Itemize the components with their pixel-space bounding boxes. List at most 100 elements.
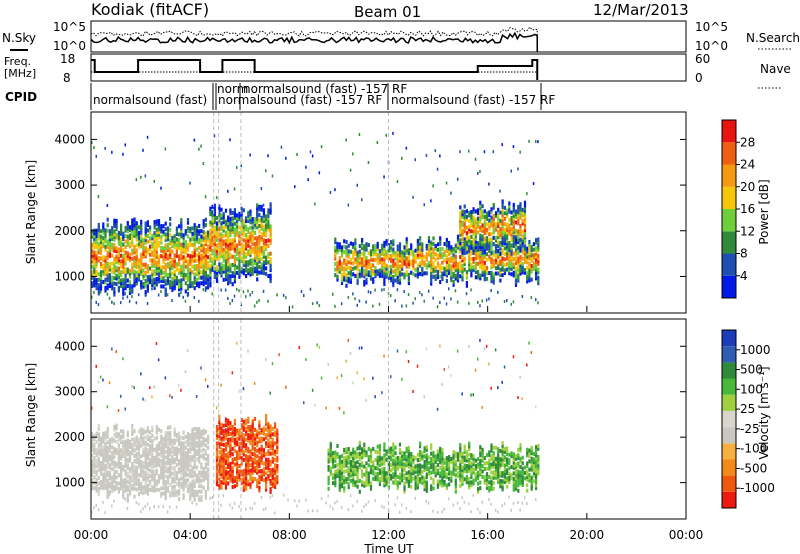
heatmap-cell (274, 471, 277, 476)
heatmap-cell (236, 265, 239, 270)
heatmap-cell (126, 237, 129, 242)
heatmap-cell (345, 272, 348, 277)
heatmap-cell (97, 448, 100, 453)
heatmap-cell (137, 244, 141, 249)
heatmap-cell (537, 240, 540, 245)
heatmap-cell (184, 470, 187, 475)
heatmap-cell (249, 247, 252, 252)
heatmap-cell (108, 253, 111, 258)
heatmap-cell (494, 257, 498, 262)
heatmap-cell (240, 215, 243, 220)
heatmap-cell (430, 199, 432, 203)
heatmap-cell (160, 442, 163, 447)
heatmap-cell (392, 466, 395, 471)
heatmap-cell (383, 472, 386, 477)
heatmap-cell (472, 240, 475, 245)
heatmap-cell (352, 455, 355, 460)
heatmap-cell (336, 261, 339, 266)
heatmap-cell (151, 425, 154, 430)
heatmap-cell (120, 429, 123, 434)
heatmap-cell (385, 482, 388, 487)
heatmap-cell (510, 229, 513, 234)
heatmap-cell (220, 262, 223, 267)
heatmap-cell (488, 210, 491, 215)
heatmap-cell (416, 266, 419, 271)
heatmap-cell (224, 442, 228, 447)
heatmap-cell (111, 467, 114, 472)
heatmap-cell (189, 438, 192, 443)
heatmap-cell (535, 268, 538, 273)
heatmap-cell (171, 238, 174, 243)
heatmap-cell (195, 473, 199, 478)
heatmap-cell (535, 257, 538, 262)
heatmap-cell (276, 450, 279, 455)
heatmap-cell (256, 225, 259, 230)
heatmap-cell (153, 269, 156, 274)
heatmap-cell (153, 179, 155, 183)
heatmap-cell (227, 242, 230, 247)
heatmap-cell (126, 256, 129, 261)
heatmap-cell (269, 251, 272, 256)
heatmap-cell (102, 437, 105, 442)
heatmap-cell (443, 242, 446, 246)
heatmap-cell (218, 218, 221, 223)
heatmap-cell (390, 454, 393, 459)
heatmap-cell (492, 253, 495, 258)
heatmap-cell (421, 258, 424, 263)
heatmap-cell (137, 464, 141, 469)
heatmap-cell (421, 256, 424, 260)
heatmap-cell (236, 439, 239, 444)
heatmap-cell (327, 459, 330, 464)
heatmap-cell (227, 456, 230, 461)
heatmap-cell (207, 384, 209, 388)
heatmap-cell (215, 433, 219, 438)
heatmap-cell (338, 245, 341, 250)
heatmap-cell (332, 459, 335, 464)
heatmap-cell (213, 266, 216, 271)
heatmap-cell (483, 269, 486, 274)
heatmap-cell (481, 237, 484, 242)
heatmap-cell (126, 278, 129, 283)
heatmap-cell (358, 440, 361, 445)
heatmap-cell (465, 272, 468, 277)
heatmap-cell (142, 254, 145, 259)
heatmap-cell (485, 236, 489, 241)
heatmap-cell (345, 259, 348, 264)
heatmap-cell (189, 273, 192, 278)
heatmap-cell (207, 437, 210, 442)
heatmap-cell (153, 247, 156, 252)
heatmap-cell (394, 451, 397, 456)
heatmap-cell (258, 455, 261, 460)
heatmap-cell (483, 277, 486, 282)
heatmap-cell (151, 477, 154, 482)
heatmap-cell (530, 247, 533, 252)
heatmap-cell (452, 255, 455, 260)
heatmap-cell (193, 454, 196, 458)
heatmap-cell (468, 210, 471, 215)
heatmap-cell (113, 292, 116, 297)
heatmap-cell (99, 460, 103, 465)
heatmap-cell (282, 293, 285, 297)
heatmap-cell (236, 442, 239, 447)
heatmap-cell (173, 280, 176, 285)
heatmap-cell (202, 232, 205, 237)
heatmap-cell (171, 487, 174, 492)
heatmap-cell (106, 486, 109, 491)
heatmap-cell (142, 148, 144, 152)
heatmap-cell (93, 277, 96, 282)
heatmap-cell (474, 236, 477, 241)
heatmap-cell (269, 489, 272, 494)
heatmap-cell (383, 243, 386, 248)
heatmap-cell (218, 204, 221, 209)
heatmap-cell (131, 284, 134, 289)
heatmap-cell (91, 472, 94, 477)
heatmap-cell (468, 213, 471, 218)
heatmap-cell (220, 439, 223, 444)
heatmap-cell (193, 245, 196, 250)
heatmap-cell (532, 182, 535, 186)
heatmap-cell (269, 238, 272, 242)
heatmap-cell (233, 221, 236, 226)
heatmap-cell (102, 464, 105, 469)
heatmap-cell (133, 280, 136, 285)
heatmap-cell (207, 255, 210, 260)
